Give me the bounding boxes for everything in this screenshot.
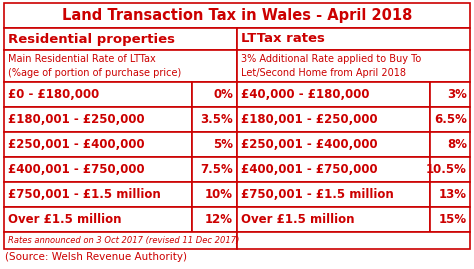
- Text: £750,001 - £1.5 million: £750,001 - £1.5 million: [8, 188, 161, 201]
- Bar: [430, 132, 470, 157]
- Text: Residential properties: Residential properties: [8, 33, 175, 45]
- Bar: [430, 107, 470, 132]
- Bar: [192, 107, 237, 132]
- Text: £250,001 - £400,000: £250,001 - £400,000: [241, 138, 378, 151]
- Bar: [237, 50, 470, 82]
- Bar: [4, 107, 192, 132]
- Bar: [430, 207, 470, 232]
- Bar: [4, 157, 192, 182]
- Text: £180,001 - £250,000: £180,001 - £250,000: [8, 113, 145, 126]
- Text: £750,001 - £1.5 million: £750,001 - £1.5 million: [241, 188, 394, 201]
- Bar: [237, 182, 430, 207]
- Text: 3% Additional Rate applied to Buy To
Let/Second Home from April 2018: 3% Additional Rate applied to Buy To Let…: [241, 54, 421, 77]
- Text: 3.5%: 3.5%: [200, 113, 233, 126]
- Bar: [237, 107, 430, 132]
- Text: 15%: 15%: [439, 213, 467, 226]
- Bar: [4, 232, 237, 249]
- Bar: [192, 82, 237, 107]
- Text: £400,001 - £750,000: £400,001 - £750,000: [8, 163, 145, 176]
- Text: (Source: Welsh Revenue Authority): (Source: Welsh Revenue Authority): [5, 253, 187, 263]
- Text: 0%: 0%: [213, 88, 233, 101]
- Text: LTTax rates: LTTax rates: [241, 33, 325, 45]
- Text: Rates announced on 3 Oct 2017 (revised 11 Dec 2017): Rates announced on 3 Oct 2017 (revised 1…: [8, 236, 239, 245]
- Bar: [237, 157, 430, 182]
- Text: £0 - £180,000: £0 - £180,000: [8, 88, 99, 101]
- Bar: [4, 207, 192, 232]
- Text: 10%: 10%: [205, 188, 233, 201]
- Text: 10.5%: 10.5%: [426, 163, 467, 176]
- Text: 12%: 12%: [205, 213, 233, 226]
- Bar: [237, 207, 430, 232]
- Bar: [192, 132, 237, 157]
- Bar: [237, 132, 430, 157]
- Text: £400,001 - £750,000: £400,001 - £750,000: [241, 163, 378, 176]
- Bar: [4, 182, 192, 207]
- Text: £40,000 - £180,000: £40,000 - £180,000: [241, 88, 370, 101]
- Text: 3%: 3%: [447, 88, 467, 101]
- Bar: [4, 82, 192, 107]
- Bar: [4, 3, 470, 28]
- Bar: [237, 28, 470, 50]
- Bar: [237, 232, 470, 249]
- Text: £180,001 - £250,000: £180,001 - £250,000: [241, 113, 378, 126]
- Text: 13%: 13%: [439, 188, 467, 201]
- Bar: [4, 28, 237, 50]
- Text: Over £1.5 million: Over £1.5 million: [241, 213, 355, 226]
- Bar: [430, 157, 470, 182]
- Text: Land Transaction Tax in Wales - April 2018: Land Transaction Tax in Wales - April 20…: [62, 8, 412, 23]
- Text: 8%: 8%: [447, 138, 467, 151]
- Bar: [237, 82, 430, 107]
- Text: 7.5%: 7.5%: [200, 163, 233, 176]
- Text: Main Residential Rate of LTTax
(%age of portion of purchase price): Main Residential Rate of LTTax (%age of …: [8, 54, 181, 77]
- Bar: [430, 182, 470, 207]
- Text: Over £1.5 million: Over £1.5 million: [8, 213, 121, 226]
- Bar: [4, 132, 192, 157]
- Text: 5%: 5%: [213, 138, 233, 151]
- Text: 6.5%: 6.5%: [434, 113, 467, 126]
- Bar: [4, 50, 237, 82]
- Bar: [192, 207, 237, 232]
- Text: £250,001 - £400,000: £250,001 - £400,000: [8, 138, 145, 151]
- Bar: [192, 157, 237, 182]
- Bar: [192, 182, 237, 207]
- Bar: [430, 82, 470, 107]
